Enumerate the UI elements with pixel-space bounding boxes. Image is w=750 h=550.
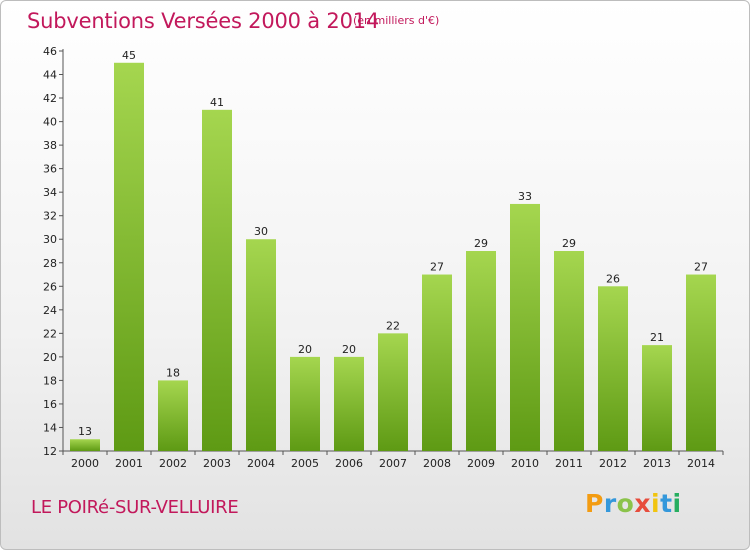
bar-2007: [378, 333, 408, 451]
y-tick-label: 28: [43, 257, 57, 270]
logo-letter: i: [651, 489, 661, 518]
bar-2014: [686, 274, 716, 451]
chart-value-labels: 13 45 18 41 30 20 20 22 27 29 33 29 26 21 27: [78, 49, 708, 438]
chart-axes: 12 14 16 18 20 22 24 26 28 30 32 34 36 38 40 42 44 46 2000…: [43, 45, 724, 470]
bar-2006: [334, 356, 364, 451]
value-label-2003: 41: [210, 96, 224, 109]
y-tick-label: 38: [43, 139, 57, 152]
value-label-2002: 18: [166, 366, 180, 379]
value-label-2013: 21: [650, 331, 664, 344]
x-tick-label: 2005: [291, 457, 319, 470]
logo-letter: r: [603, 489, 617, 518]
y-tick-label: 20: [43, 351, 57, 364]
x-tick-label: 2000: [71, 457, 99, 470]
x-tick-label: 2006: [335, 457, 363, 470]
x-tick-label: 2013: [643, 457, 671, 470]
value-label-2014: 27: [694, 261, 708, 274]
chart-subtitle: (en milliers d'€): [353, 14, 440, 27]
y-tick-label: 42: [43, 92, 57, 105]
x-tick-label: 2007: [379, 457, 407, 470]
y-tick-label: 40: [43, 116, 57, 129]
value-label-2007: 22: [386, 319, 400, 332]
bar-2000: [70, 439, 100, 451]
y-tick-label: 18: [43, 374, 57, 387]
value-label-2012: 26: [606, 272, 620, 285]
value-label-2001: 45: [122, 49, 136, 62]
logo-letter: P: [585, 489, 604, 518]
commune-name: LE POIRé-SUR-VELLUIRE: [31, 497, 239, 518]
y-tick-label: 16: [43, 398, 57, 411]
bar-2009: [466, 251, 496, 451]
value-label-2000: 13: [78, 425, 92, 438]
bar-2001: [114, 62, 144, 451]
value-label-2008: 27: [430, 261, 444, 274]
chart-title: Subventions Versées 2000 à 2014: [27, 9, 380, 33]
x-tick-label: 2012: [599, 457, 627, 470]
y-tick-label: 30: [43, 233, 57, 246]
bar-2010: [510, 203, 540, 451]
y-tick-label: 14: [43, 421, 57, 434]
proxiti-logo: Proxiti: [585, 489, 682, 518]
value-label-2010: 33: [518, 190, 532, 203]
bar-2003: [202, 109, 232, 451]
value-label-2009: 29: [474, 237, 488, 250]
chart-bars: [70, 62, 716, 451]
value-label-2004: 30: [254, 225, 268, 238]
x-tick-label: 2009: [467, 457, 495, 470]
bar-2013: [642, 345, 672, 451]
x-tick-label: 2004: [247, 457, 275, 470]
logo-letter: i: [672, 489, 682, 518]
logo-letter: o: [616, 489, 635, 518]
y-tick-label: 46: [43, 45, 57, 58]
bar-2005: [290, 356, 320, 451]
bar-2008: [422, 274, 452, 451]
value-label-2011: 29: [562, 237, 576, 250]
y-tick-label: 34: [43, 186, 57, 199]
y-tick-label: 22: [43, 327, 57, 340]
y-tick-label: 44: [43, 69, 57, 82]
x-tick-label: 2002: [159, 457, 187, 470]
bar-2004: [246, 239, 276, 451]
x-tick-label: 2011: [555, 457, 583, 470]
x-tick-label: 2014: [687, 457, 715, 470]
y-tick-label: 32: [43, 210, 57, 223]
y-tick-label: 24: [43, 304, 57, 317]
y-tick-label: 26: [43, 280, 57, 293]
x-tick-label: 2003: [203, 457, 231, 470]
y-tick-label: 12: [43, 445, 57, 458]
logo-letter: x: [634, 489, 651, 518]
x-tick-label: 2001: [115, 457, 143, 470]
bar-2002: [158, 380, 188, 451]
bar-2012: [598, 286, 628, 451]
value-label-2005: 20: [298, 343, 312, 356]
logo-letter: t: [660, 489, 673, 518]
x-tick-label: 2010: [511, 457, 539, 470]
y-tick-label: 36: [43, 163, 57, 176]
x-tick-label: 2008: [423, 457, 451, 470]
value-label-2006: 20: [342, 343, 356, 356]
bar-2011: [554, 251, 584, 451]
